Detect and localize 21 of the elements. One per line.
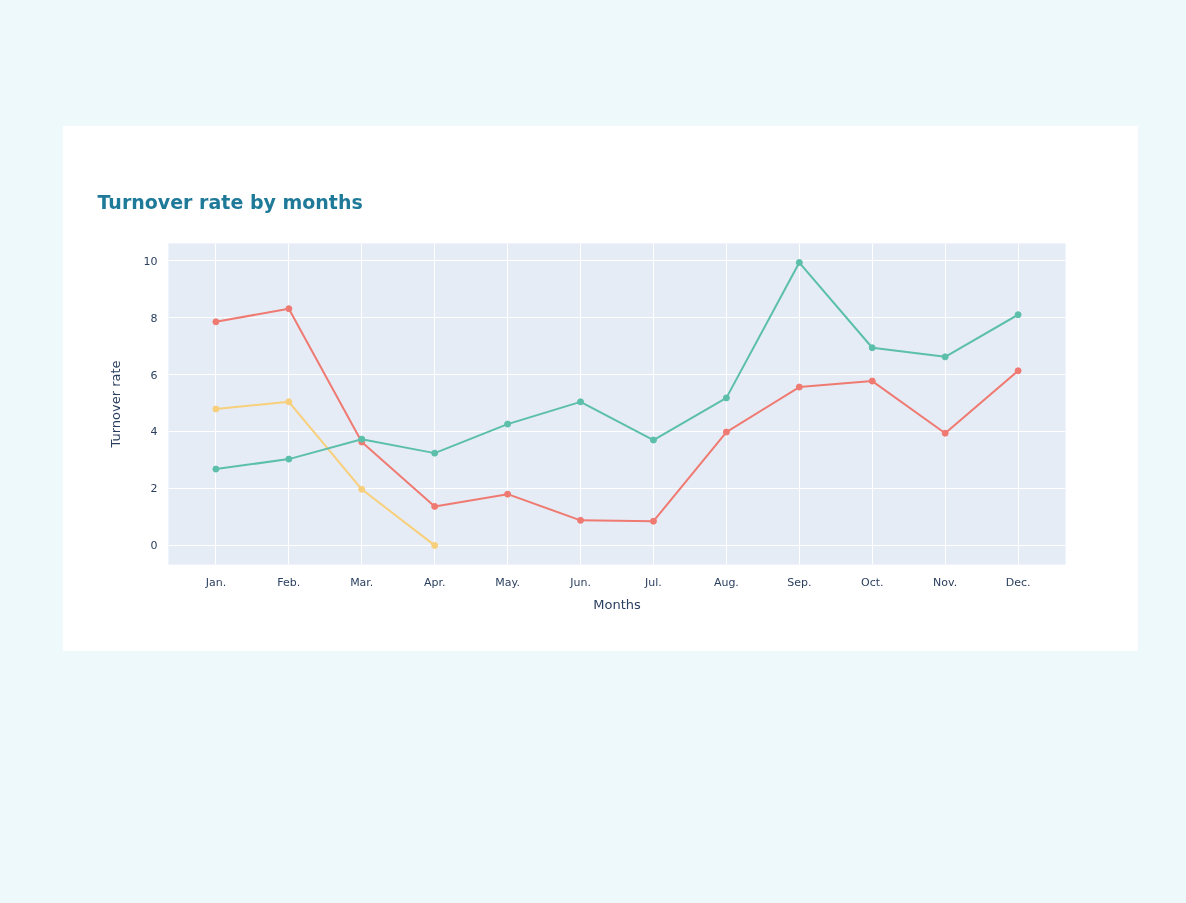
x-tick-label: May. (495, 575, 520, 589)
y-tick-label: 6 (150, 368, 158, 382)
y-tick-label: 4 (150, 425, 158, 439)
x-tick-label: Aug. (713, 575, 739, 589)
x-tick-label: Oct. (860, 575, 884, 589)
x-tick-label: Apr. (423, 575, 446, 589)
y-tick-label: 10 (143, 254, 158, 268)
x-tick-label: Jul. (644, 575, 662, 589)
x-tick-label: Feb. (277, 575, 301, 589)
x-tick-label: Jan. (204, 575, 227, 589)
x-tick-label: Sep. (787, 575, 812, 589)
y-tick-label: 8 (150, 311, 158, 325)
x-axis-title: Months (593, 596, 641, 612)
x-tick-label: Jun. (569, 575, 591, 589)
x-tick-label: Mar. (350, 575, 374, 589)
chart-title: Turnover rate by months (97, 190, 363, 213)
x-tick-label: Dec. (1005, 575, 1031, 589)
y-axis-title: Turnover rate (107, 360, 123, 449)
y-tick-label: 0 (150, 539, 158, 553)
y-tick-label: 2 (150, 482, 158, 496)
x-tick-label: Nov. (933, 575, 958, 589)
